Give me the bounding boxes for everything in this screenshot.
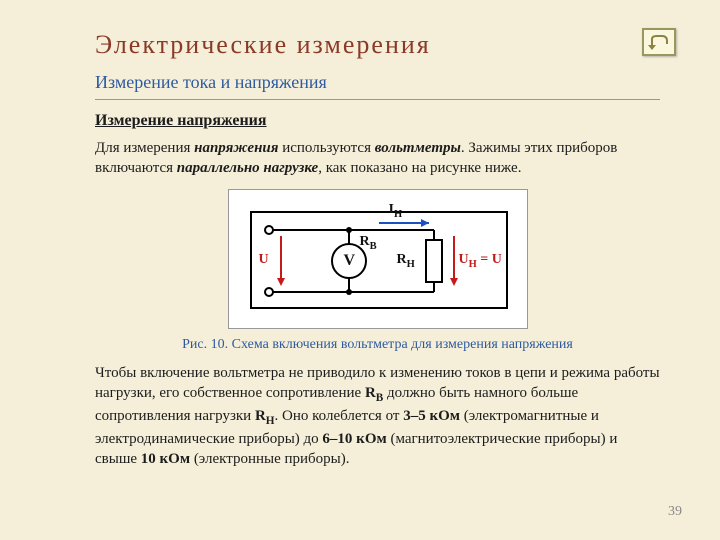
text: Н — [266, 415, 275, 427]
sym: RВ — [365, 385, 383, 401]
circuit-diagram: IН U RВ V RН UН = U — [228, 189, 528, 329]
slide: Электрические измерения Измерение тока и… — [0, 0, 720, 490]
label-u: U — [259, 252, 269, 268]
range: 3–5 кОм — [403, 408, 460, 424]
label-rh: RН — [397, 252, 415, 270]
figure-caption: Рис. 10. Схема включения вольтметра для … — [95, 337, 660, 353]
divider — [95, 99, 660, 100]
sym: RН — [255, 408, 275, 424]
diagram-container: IН U RВ V RН UН = U — [95, 189, 660, 329]
paragraph-1: Для измерения напряжения используются во… — [95, 138, 660, 179]
range: 6–10 кОм — [322, 431, 386, 447]
emph: параллельно нагрузке — [177, 160, 318, 176]
text: , как показано на рисунке ниже. — [318, 160, 521, 176]
text: R — [255, 408, 266, 424]
u-turn-arrow-icon — [648, 34, 670, 50]
text: = U — [477, 252, 502, 267]
text: (электронные приборы). — [190, 451, 349, 467]
range: 10 кОм — [141, 451, 190, 467]
label-v: V — [344, 252, 356, 270]
text: Н — [407, 258, 415, 269]
label-ih: IН — [389, 202, 403, 220]
text: R — [397, 252, 407, 267]
text: В — [370, 240, 377, 251]
section-heading: Измерение напряжения — [95, 112, 660, 130]
text: используются — [278, 140, 374, 156]
text: Н — [394, 208, 402, 219]
emph: вольтметры — [375, 140, 461, 156]
page-title: Электрические измерения — [95, 30, 660, 60]
text: U — [459, 252, 469, 267]
text: Для измерения — [95, 140, 194, 156]
emph: напряжения — [194, 140, 278, 156]
text: R — [360, 234, 370, 249]
text: R — [365, 385, 376, 401]
label-uh: UН = U — [459, 252, 502, 270]
text: . Оно колеблется от — [275, 408, 404, 424]
page-subtitle: Измерение тока и напряжения — [95, 72, 660, 93]
text: Н — [469, 258, 477, 269]
paragraph-2: Чтобы включение вольтметра не приводило … — [95, 363, 660, 470]
page-number: 39 — [668, 504, 682, 520]
label-rb: RВ — [360, 234, 377, 252]
nav-back-button[interactable] — [642, 28, 676, 56]
